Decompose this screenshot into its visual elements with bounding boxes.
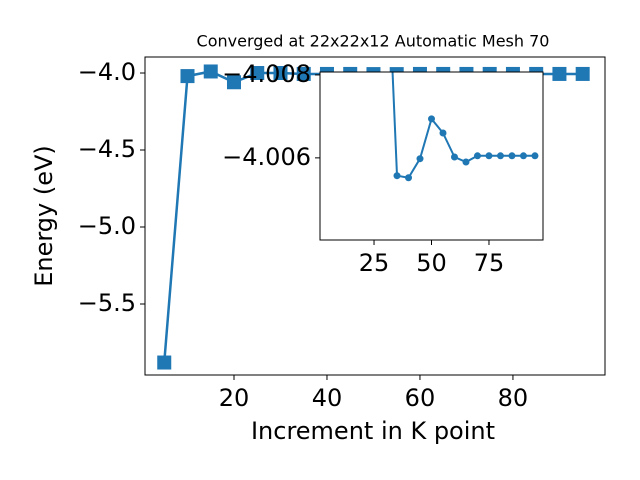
marker	[439, 129, 447, 137]
marker	[473, 152, 481, 160]
marker	[296, 66, 311, 81]
x-tick-label: 20	[219, 384, 250, 412]
x-tick-label: 40	[312, 384, 343, 412]
marker	[462, 158, 470, 166]
y-tick-label: −4.006	[222, 143, 311, 171]
marker	[575, 66, 590, 81]
axes-frame	[144, 56, 606, 376]
marker	[416, 155, 424, 163]
y-tick-label: −5.5	[78, 289, 136, 317]
x-tick-label: 80	[498, 384, 529, 412]
y-tick-label: −4.5	[78, 135, 136, 163]
y-axis-label: Energy (eV)	[30, 145, 58, 287]
marker	[496, 152, 504, 160]
x-tick-label: 50	[416, 249, 447, 277]
x-tick-label: 25	[359, 249, 390, 277]
x-tick-label: 60	[405, 384, 436, 412]
marker	[180, 69, 195, 84]
marker	[226, 75, 241, 90]
marker	[485, 152, 493, 160]
marker	[450, 153, 458, 161]
plot-area	[391, 72, 539, 182]
x-axis-label: Increment in K point	[251, 417, 495, 445]
marker	[405, 174, 413, 182]
y-tick-label: −5.0	[78, 212, 136, 240]
marker	[393, 172, 401, 180]
marker	[250, 66, 265, 81]
chart-title: Converged at 22x22x12 Automatic Mesh 70	[197, 32, 550, 51]
marker	[519, 152, 527, 160]
marker	[552, 66, 567, 81]
marker	[508, 152, 516, 160]
y-tick-label: −4.0	[78, 58, 136, 86]
x-tick-label: 75	[474, 249, 505, 277]
marker	[531, 152, 539, 160]
marker	[157, 355, 172, 370]
y-tick-label: −4.008	[222, 60, 311, 88]
marker	[203, 64, 218, 79]
marker	[273, 66, 288, 81]
marker	[428, 115, 435, 123]
